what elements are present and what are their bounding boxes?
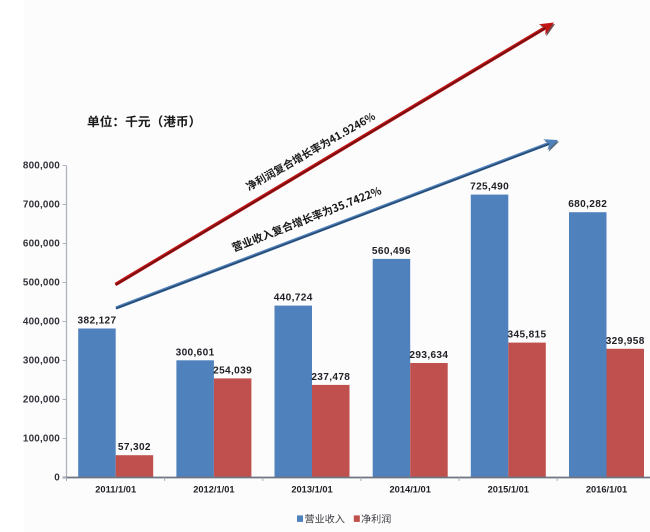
svg-text:300,000: 300,000 [23, 355, 60, 366]
svg-text:329,958: 329,958 [606, 336, 645, 347]
svg-text:560,496: 560,496 [372, 246, 411, 257]
svg-text:500,000: 500,000 [23, 277, 60, 288]
svg-text:2012/1/01: 2012/1/01 [193, 485, 234, 495]
svg-text:293,634: 293,634 [409, 350, 448, 361]
svg-text:254,039: 254,039 [213, 365, 252, 376]
svg-text:100,000: 100,000 [23, 433, 60, 444]
svg-text:800,000: 800,000 [23, 160, 60, 171]
svg-text:382,127: 382,127 [78, 316, 117, 327]
svg-text:57,302: 57,302 [118, 442, 151, 453]
svg-text:700,000: 700,000 [23, 199, 60, 210]
svg-text:300,601: 300,601 [176, 347, 215, 358]
svg-text:2016/1/01: 2016/1/01 [586, 485, 627, 495]
svg-text:237,478: 237,478 [311, 372, 350, 383]
svg-text:2011/1/01: 2011/1/01 [95, 485, 136, 495]
svg-text:200,000: 200,000 [23, 394, 60, 405]
svg-text:600,000: 600,000 [23, 238, 60, 249]
svg-text:2013/1/01: 2013/1/01 [291, 485, 332, 495]
svg-text:0: 0 [54, 472, 60, 483]
svg-text:345,815: 345,815 [508, 330, 547, 341]
svg-text:680,282: 680,282 [568, 199, 607, 210]
svg-text:2014/1/01: 2014/1/01 [390, 485, 431, 495]
svg-text:725,490: 725,490 [470, 182, 509, 193]
svg-text:2015/1/01: 2015/1/01 [488, 485, 529, 495]
svg-text:440,724: 440,724 [274, 293, 313, 304]
svg-text:400,000: 400,000 [23, 316, 60, 327]
